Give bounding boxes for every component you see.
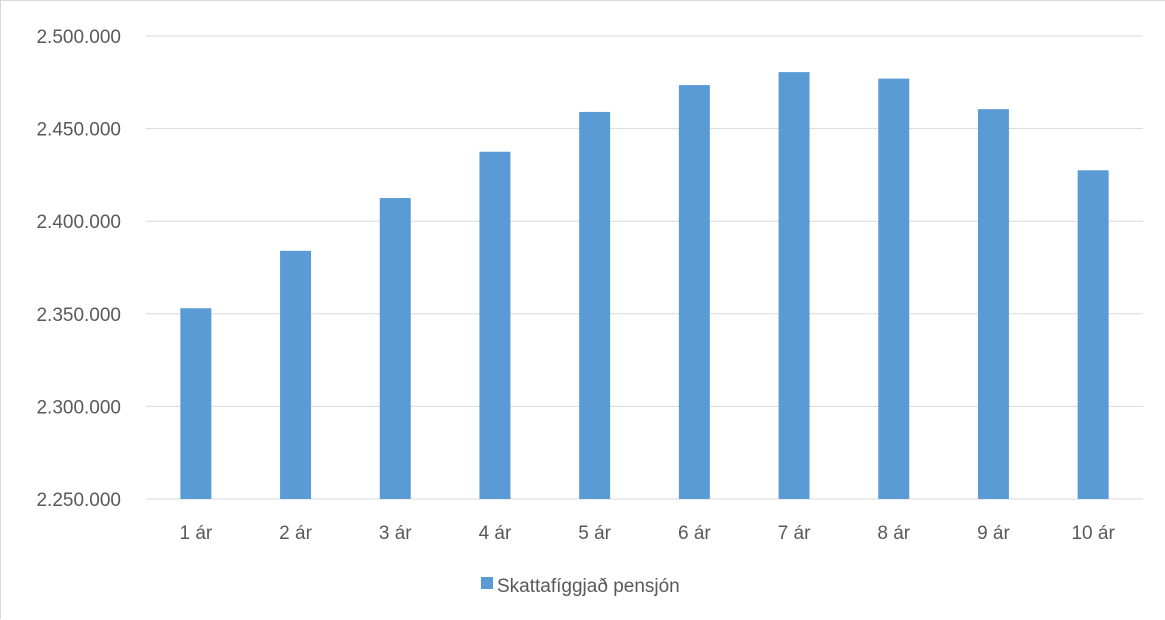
x-category-label-10: 10 ár [1071,523,1115,544]
bar-9 [977,109,1009,500]
y-tick-label-0: 2.250.000 [36,490,121,511]
y-tick-label-3: 2.400.000 [36,212,121,233]
bar-8 [878,78,910,499]
y-tick-label-4: 2.450.000 [36,120,121,141]
bar-4 [479,151,511,499]
y-tick-label-1: 2.300.000 [36,397,121,418]
x-category-label-4: 4 ár [479,523,512,544]
x-category-label-2: 2 ár [279,523,312,544]
y-tick-label-5: 2.500.000 [36,27,121,48]
bar-7 [778,72,810,499]
bar-10 [1077,170,1109,499]
legend: Skattafíggjað pensjón [481,576,680,597]
legend-label-skattafiggjad-pensjon: Skattafíggjað pensjón [497,576,680,597]
x-category-label-7: 7 ár [778,523,811,544]
bar-6 [678,85,710,499]
gridlines [146,35,1143,500]
legend-swatch-skattafiggjad-pensjon [481,577,493,589]
y-tick-label-2: 2.350.000 [36,305,121,326]
bar-5 [579,111,611,499]
x-category-label-5: 5 ár [578,523,611,544]
x-category-label-3: 3 ár [379,523,412,544]
x-category-label-9: 9 ár [977,523,1010,544]
bar-2 [280,250,312,499]
bar-1 [180,308,212,499]
bar-3 [379,198,411,500]
x-category-label-1: 1 ár [179,523,212,544]
x-category-label-8: 8 ár [877,523,910,544]
x-axis-categories: 1 ár 2 ár 3 ár 4 ár 5 ár 6 ár 7 ár 8 ár 9 ár 10 á… [179,523,1115,544]
bars [180,72,1109,500]
x-category-label-6: 6 ár [678,523,711,544]
y-axis-ticks: 2.250.000 2.300.000 2.350.000 2.400.000 2.45… [36,27,121,511]
